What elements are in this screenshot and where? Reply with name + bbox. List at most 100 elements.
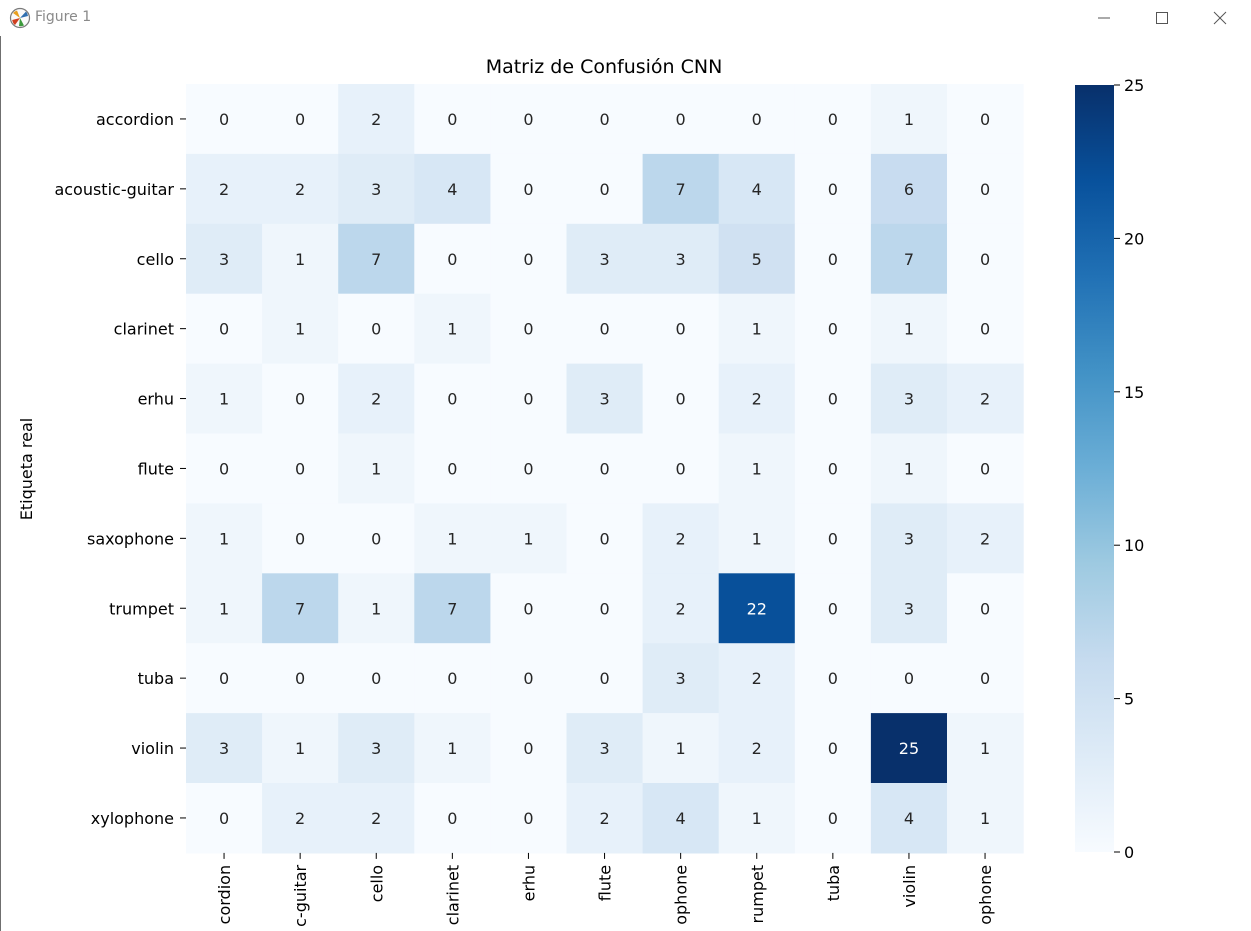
heatmap-cell — [262, 293, 339, 365]
cell-value-label: 0 — [828, 250, 838, 269]
heatmap-cell — [338, 643, 415, 714]
heatmap-cell — [262, 84, 339, 155]
cell-value-label: 0 — [828, 599, 838, 618]
cell-value-label: 7 — [676, 180, 686, 199]
cell-value-label: 2 — [980, 529, 990, 548]
heatmap-cell — [490, 363, 568, 435]
close-button[interactable] — [1191, 0, 1249, 36]
heatmap-cell — [566, 293, 644, 365]
cell-value-label: 1 — [219, 599, 229, 618]
heatmap-cell — [794, 713, 872, 784]
x-tick-label: clarinet — [443, 865, 462, 925]
cell-value-label: 0 — [523, 180, 533, 199]
heatmap-cell — [338, 433, 415, 504]
heatmap-cell — [414, 503, 491, 574]
cell-value-label: 1 — [219, 390, 229, 409]
cell-value-label: 1 — [904, 110, 914, 129]
cell-value-label: 3 — [371, 180, 381, 199]
cell-value-label: 0 — [523, 110, 533, 129]
heatmap-cell — [186, 713, 263, 784]
cell-value-label: 0 — [676, 110, 686, 129]
cell-value-label: 0 — [980, 250, 990, 269]
y-tick-label: saxophone — [87, 529, 174, 548]
cell-value-label: 2 — [371, 390, 381, 409]
x-tick-label: flute — [596, 865, 615, 901]
cell-value-label: 2 — [295, 180, 305, 199]
y-tick-label: cello — [137, 250, 174, 269]
cell-value-label: 0 — [523, 320, 533, 339]
cell-value-label: 1 — [523, 529, 533, 548]
cell-value-label: 2 — [371, 809, 381, 828]
heatmap-cell — [718, 84, 796, 155]
maximize-button[interactable] — [1133, 0, 1191, 36]
y-tick-label: erhu — [138, 390, 174, 409]
heatmap-cell — [490, 713, 568, 784]
heatmap-cell — [870, 223, 948, 295]
cell-value-label: 0 — [676, 390, 686, 409]
y-tick-label: acoustic-guitar — [54, 180, 174, 199]
cell-value-label: 1 — [752, 459, 762, 478]
heatmap-cell — [566, 573, 644, 644]
cell-value-label: 0 — [219, 110, 229, 129]
window-titlebar: Figure 1 — [0, 0, 1251, 36]
cell-value-label: 5 — [752, 250, 762, 269]
heatmap-cell — [186, 643, 263, 714]
heatmap-cell — [338, 363, 415, 435]
minimize-button[interactable] — [1075, 0, 1133, 36]
heatmap-cell — [566, 223, 644, 295]
heatmap-cell — [186, 573, 263, 644]
cell-value-label: 1 — [447, 739, 457, 758]
cell-value-label: 0 — [523, 599, 533, 618]
cell-value-label: 0 — [295, 669, 305, 688]
confusion-matrix-chart: Matriz de Confusión CNN Etiqueta real 0 0… — [17, 56, 1144, 927]
x-tick-label: violin — [900, 865, 919, 908]
x-tick-label: cordion — [215, 865, 234, 924]
cell-value-label: 0 — [828, 320, 838, 339]
heatmap-cell — [718, 223, 796, 295]
cell-value-label: 2 — [219, 180, 229, 199]
cell-annotations: 0 0 2 0 0 0 0 0 0 1 02 2 3 4 0 0 7 4 0 6 03 1 7 0 0 3 3 5 0 7 00 1 0 1 0 0 0… — [219, 110, 990, 828]
heatmap-cell — [338, 223, 415, 295]
heatmap-cells — [186, 84, 1024, 854]
heatmap-cell — [642, 643, 720, 714]
cell-value-label: 0 — [295, 110, 305, 129]
cell-value-label: 0 — [828, 809, 838, 828]
heatmap-cell — [947, 84, 1024, 155]
colorbar-tick-label: 25 — [1124, 76, 1144, 95]
cell-value-label: 0 — [980, 669, 990, 688]
heatmap-cell — [794, 84, 872, 155]
cell-value-label: 1 — [219, 529, 229, 548]
cell-value-label: 0 — [828, 669, 838, 688]
heatmap-cell — [490, 293, 568, 365]
colorbar-tick-label: 0 — [1124, 843, 1134, 862]
y-tick-label: clarinet — [114, 320, 174, 339]
cell-value-label: 7 — [904, 250, 914, 269]
cell-value-label: 3 — [599, 250, 609, 269]
heatmap-cell — [870, 363, 948, 435]
cell-value-label: 1 — [371, 599, 381, 618]
cell-value-label: 2 — [752, 390, 762, 409]
heatmap-cell — [566, 783, 644, 854]
cell-value-label: 0 — [219, 669, 229, 688]
heatmap-cell — [414, 573, 491, 644]
heatmap-cell — [870, 503, 948, 574]
heatmap-cell — [947, 713, 1024, 784]
cell-value-label: 3 — [219, 739, 229, 758]
heatmap-cell — [642, 84, 720, 155]
cell-value-label: 0 — [599, 669, 609, 688]
window-border — [0, 36, 1, 931]
cell-value-label: 1 — [295, 739, 305, 758]
cell-value-label: 0 — [676, 459, 686, 478]
heatmap-cell — [566, 433, 644, 504]
heatmap-cell — [262, 433, 339, 504]
x-tick-label: ophone — [976, 865, 995, 925]
cell-value-label: 3 — [676, 669, 686, 688]
cell-value-label: 0 — [523, 390, 533, 409]
cell-value-label: 0 — [980, 180, 990, 199]
cell-value-label: 0 — [447, 669, 457, 688]
cell-value-label: 3 — [599, 739, 609, 758]
cell-value-label: 0 — [219, 809, 229, 828]
cell-value-label: 2 — [752, 739, 762, 758]
cell-value-label: 0 — [980, 320, 990, 339]
cell-value-label: 0 — [295, 390, 305, 409]
